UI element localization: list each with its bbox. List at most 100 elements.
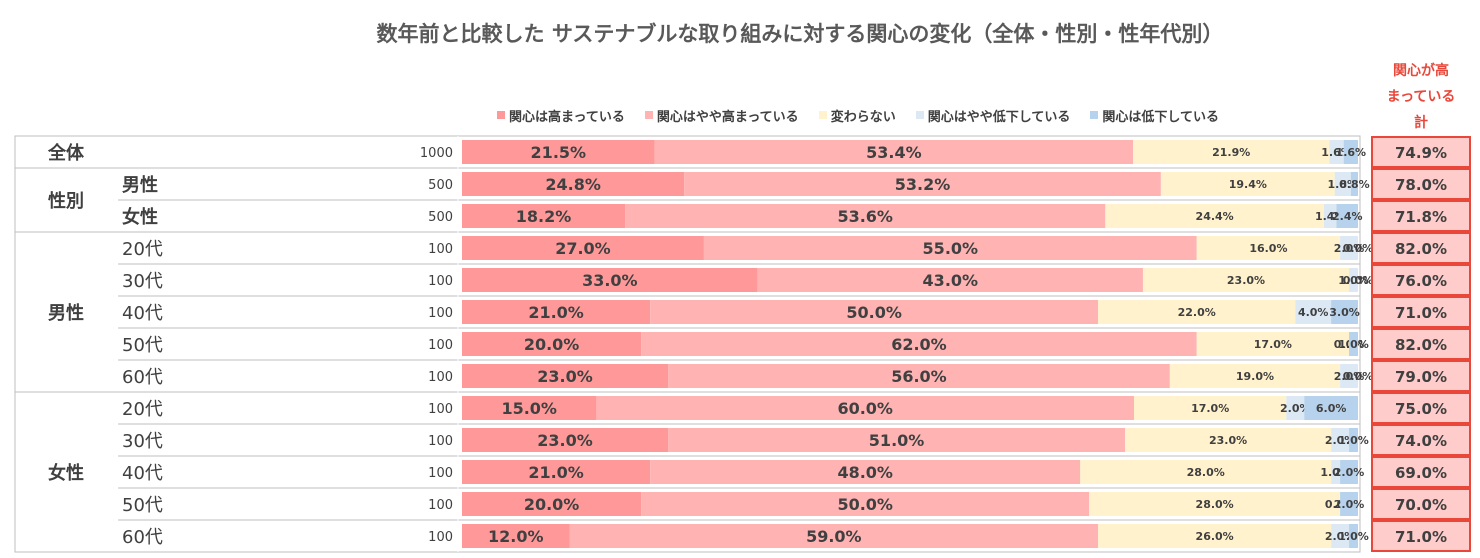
data-label: 53.2%: [895, 175, 951, 194]
total-cell: [1371, 520, 1471, 552]
data-label: 16.0%: [1249, 242, 1287, 255]
data-label: 21.0%: [528, 463, 584, 482]
legend-label: 関心はやや低下している: [927, 109, 1071, 125]
total-cell: [1371, 392, 1471, 424]
data-label: 62.0%: [891, 335, 947, 354]
data-label: 1.0%: [1338, 338, 1369, 351]
bar-segment: [1323, 204, 1337, 228]
group-label: 全体: [47, 142, 85, 164]
legend-item-4: 関心はやや低下している: [915, 106, 1071, 125]
legend-label: 変わらない: [830, 109, 896, 125]
total-cell: [1371, 232, 1471, 264]
data-label: 2.0%: [1334, 498, 1365, 511]
bar-segment: [462, 268, 758, 292]
bar-segment: [1340, 236, 1358, 260]
sample-size: 100: [428, 466, 453, 481]
bar-segment: [462, 524, 570, 548]
data-label: 6.0%: [1316, 402, 1347, 415]
total-value: 71.0%: [1395, 528, 1447, 546]
legend-swatch: [644, 111, 653, 119]
total-value: 69.0%: [1395, 464, 1447, 482]
row-label: 30代: [122, 431, 163, 452]
bar-segment: [650, 300, 1099, 324]
data-label: 27.0%: [555, 239, 611, 258]
group-label: 女性: [48, 462, 84, 484]
data-label: 0.0%: [1343, 370, 1374, 383]
sample-size: 100: [428, 434, 453, 449]
total-cell: [1371, 424, 1471, 456]
data-label: 2.0%: [1280, 402, 1311, 415]
data-label: 2.4%: [1332, 210, 1363, 223]
data-label: 18.2%: [516, 207, 572, 226]
total-cell: [1371, 360, 1471, 392]
bar-segment: [1331, 300, 1358, 324]
bar-segment: [1340, 492, 1358, 516]
total-value: 71.8%: [1395, 208, 1447, 226]
bar-segment: [1340, 364, 1358, 388]
legend-swatch: [818, 111, 827, 119]
bar-segment: [1329, 140, 1344, 164]
bar-segment: [1331, 428, 1350, 452]
sample-size: 100: [428, 306, 453, 321]
bar-segment: [654, 140, 1134, 164]
total-cell: [1371, 328, 1471, 360]
data-label: 21.0%: [528, 303, 584, 322]
data-label: 19.0%: [1236, 370, 1274, 383]
bar-segment: [462, 236, 704, 260]
bar-segment: [1349, 524, 1358, 548]
table-frame: [14, 135, 1361, 553]
sample-size: 100: [428, 530, 453, 545]
total-header-line-3: 計: [1414, 115, 1428, 131]
bar-segment: [462, 204, 626, 228]
data-label: 17.0%: [1254, 338, 1292, 351]
total-cell: [1371, 168, 1471, 200]
bar-segment: [462, 460, 651, 484]
bar-segment: [1196, 332, 1350, 356]
data-label: 23.0%: [537, 367, 593, 386]
bar-segment: [684, 172, 1161, 196]
bar-segment: [668, 428, 1126, 452]
data-label: 53.4%: [866, 143, 922, 162]
row-label: 40代: [122, 463, 163, 484]
data-label: 24.8%: [545, 175, 601, 194]
data-label: 21.9%: [1212, 146, 1250, 159]
data-label: 50.0%: [846, 303, 902, 322]
total-column-header: 関心が高 まっている 計: [1372, 58, 1470, 136]
bar-segment: [1125, 428, 1332, 452]
bar-segment: [1105, 204, 1324, 228]
bar-segment: [641, 332, 1197, 356]
bar-segment: [1334, 172, 1351, 196]
data-label: 21.5%: [531, 143, 587, 162]
bar-segment: [1098, 300, 1296, 324]
total-header-line-1: 関心が高: [1393, 63, 1449, 79]
bar-segment: [625, 204, 1106, 228]
bar-segment: [1080, 460, 1332, 484]
total-value: 70.0%: [1395, 496, 1447, 514]
data-label: 23.0%: [537, 431, 593, 450]
bar-segment: [1336, 204, 1358, 228]
bar-segment: [1169, 364, 1341, 388]
bar-segment: [641, 492, 1090, 516]
sample-size: 100: [428, 242, 453, 257]
legend-item-1: 関心は高まっている: [497, 106, 625, 125]
legend-swatch: [1090, 111, 1099, 119]
bar-segment: [703, 236, 1197, 260]
total-value: 75.0%: [1395, 400, 1447, 418]
legend-label: 関心はやや高まっている: [656, 109, 799, 125]
group-label: 性別: [48, 190, 84, 212]
total-value: 82.0%: [1395, 240, 1447, 258]
chart-title: 数年前と比較した サステナブルな取り組みに対する関心の変化（全体・性別・性年代別…: [376, 22, 1224, 46]
data-label: 3.0%: [1329, 306, 1360, 319]
data-label: 0.8%: [1339, 178, 1370, 191]
data-label: 43.0%: [923, 271, 979, 290]
sample-size: 100: [428, 338, 453, 353]
bar-segment: [1304, 396, 1358, 420]
bar-segment: [462, 300, 651, 324]
data-label: 1.0%: [1338, 434, 1369, 447]
bar-segment: [462, 396, 597, 420]
sample-size: 100: [428, 274, 453, 289]
row-label: 20代: [122, 239, 163, 260]
total-value: 71.0%: [1395, 304, 1447, 322]
data-label: 33.0%: [582, 271, 638, 290]
